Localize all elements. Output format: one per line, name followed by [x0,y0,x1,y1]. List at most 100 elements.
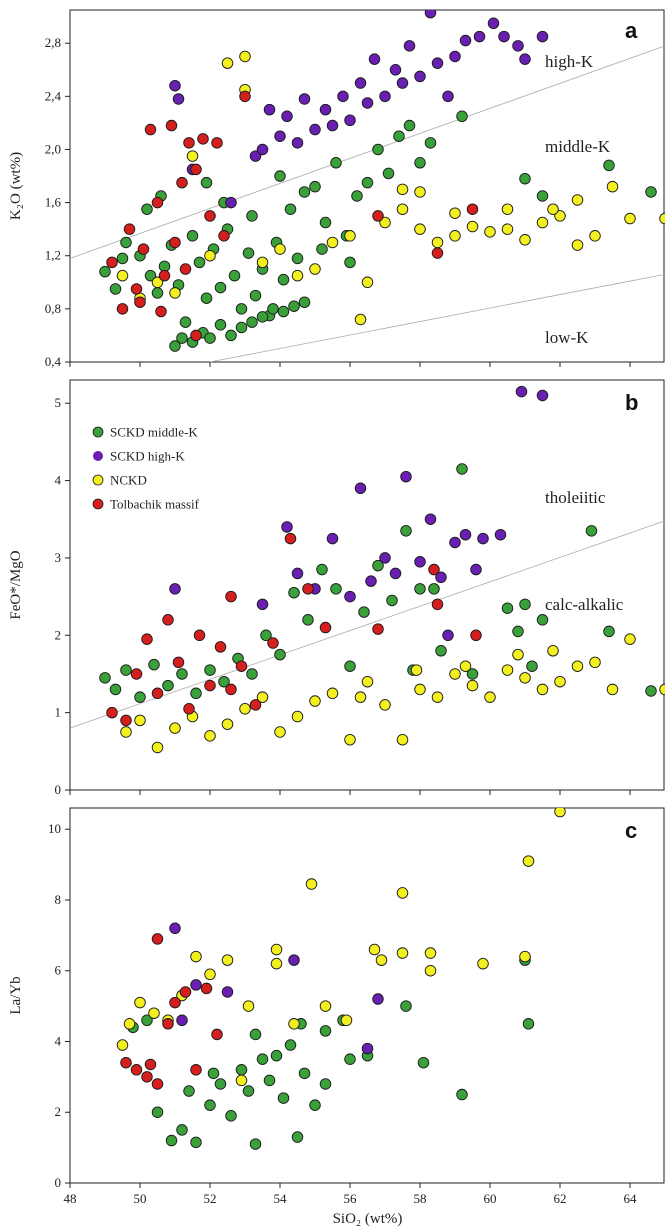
data-point [190,687,202,700]
data-point [344,1053,356,1065]
data-point [417,1056,430,1069]
data-point [319,1000,332,1012]
data-point [204,679,216,692]
data-point [274,243,286,255]
data-point [204,210,216,222]
data-point [435,645,447,657]
data-point [141,203,153,215]
data-point [270,1049,283,1062]
data-point [151,1078,164,1090]
data-point [372,623,384,635]
data-point [246,210,258,222]
data-point [291,710,304,723]
data-point [186,150,199,162]
data-point [190,163,202,176]
data-point [200,982,213,995]
data-point [459,660,472,672]
data-point [501,664,514,676]
data-point [134,714,146,727]
data-point [239,703,251,715]
data-point [547,645,559,657]
y-axis-label: K₂O (wt%) [8,152,24,220]
data-point [144,123,157,136]
data-point [624,212,636,225]
data-point [155,305,167,318]
panel-a: 0,4 0,8 1,2 1,6 2,0 2,4 2,8 K₂O (wt%) a high-K mid… [8,9,665,369]
y-tick-label: 10 [48,821,61,836]
data-point [235,1064,248,1076]
data-point [176,668,188,680]
data-point [400,1000,412,1012]
data-point [162,1018,174,1030]
data-point [512,625,524,638]
data-point [239,50,251,63]
data-point [501,203,514,215]
data-point [361,675,374,688]
data-point [235,1074,248,1087]
data-point [225,1110,237,1122]
data-point [309,1099,321,1111]
data-point [319,1025,332,1037]
data-point [571,660,584,672]
data-point [270,943,283,956]
data-point [277,305,290,318]
data-point [571,194,584,206]
data-point [354,482,367,495]
data-points [116,808,566,1150]
data-point [456,110,468,123]
data-point [473,30,486,43]
data-point [260,629,272,642]
data-point [256,598,269,611]
data-point [235,303,248,315]
data-point [589,230,601,242]
legend-label: Tolbachik massif [110,497,200,512]
data-point [169,996,181,1009]
data-point [197,133,209,145]
data-point [424,137,437,149]
data-point [141,1071,153,1083]
y-tick-label: 1,6 [45,195,62,210]
data-point [456,463,468,475]
data-point [326,687,339,700]
data-point [330,157,342,169]
data-point [284,532,297,545]
data-point [169,236,181,249]
data-point [158,269,171,282]
data-point [431,691,444,703]
data-point [120,714,132,727]
data-point [284,203,297,215]
data-point [291,252,304,265]
data-point [267,303,279,315]
y-tick-label: 2 [55,627,62,642]
data-point [190,979,202,991]
data-point [368,53,381,65]
data-point [298,93,311,105]
data-point [190,1136,202,1149]
data-point [372,210,384,222]
data-point [386,594,398,607]
data-point [151,287,164,299]
x-tick-label: 60 [484,1191,497,1206]
data-point [571,239,584,251]
data-point [183,1085,195,1097]
data-point [358,606,370,618]
data-point [375,954,388,966]
data-point [274,170,286,182]
data-point [291,137,304,149]
data-point [214,281,227,294]
data-point [449,230,461,242]
data-point [354,77,367,89]
y-tick-label: 2,0 [45,141,61,156]
y-tick-label: 2 [55,1104,62,1119]
data-point [372,993,384,1005]
data-point [536,389,549,402]
data-point [326,532,339,545]
data-point [267,637,279,649]
data-point [221,57,234,69]
y-tick-label: 8 [55,892,62,907]
data-point [589,656,601,669]
data-point [466,203,479,215]
data-point [204,1099,216,1111]
data-point [424,513,437,525]
data-point [396,947,409,959]
